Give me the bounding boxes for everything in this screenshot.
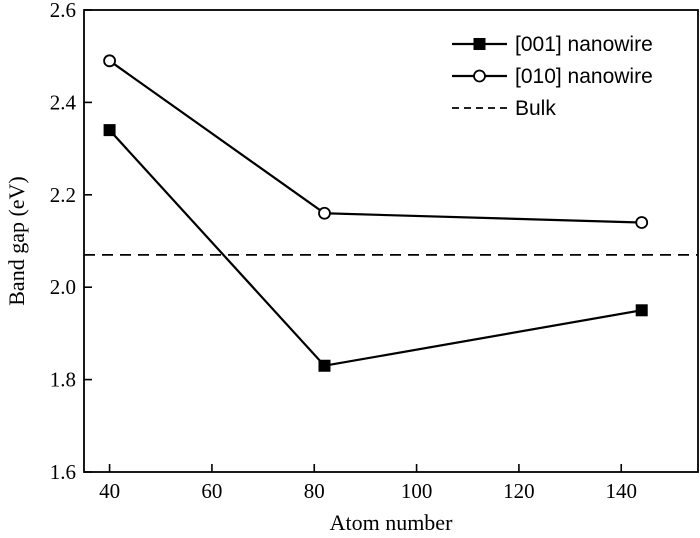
x-tick-label: 40 — [99, 479, 120, 503]
legend-marker-circle — [473, 69, 486, 83]
x-tick-label: 120 — [503, 479, 535, 503]
y-tick-label: 1.8 — [50, 368, 76, 392]
series-line-0 — [108, 129, 642, 367]
data-point-circle — [318, 206, 331, 220]
y-tick-label: 2.6 — [50, 0, 76, 22]
y-tick-label: 2.2 — [50, 183, 76, 207]
data-point-circle — [103, 54, 116, 68]
plot-frame — [83, 9, 699, 473]
x-tick-label: 80 — [304, 479, 325, 503]
x-axis-title: Atom number — [330, 510, 453, 535]
data-point-square — [318, 359, 331, 372]
x-tick-label: 60 — [201, 479, 222, 503]
data-point-square — [635, 304, 648, 317]
y-tick-label: 2.4 — [50, 90, 77, 114]
legend-label: [001] nanowire — [515, 33, 653, 56]
legend-label: Bulk — [515, 97, 556, 120]
data-point-circle — [635, 216, 649, 229]
legend-marker-square — [473, 38, 486, 50]
x-tick-label: 140 — [606, 479, 638, 503]
x-tick-label: 100 — [401, 479, 433, 503]
y-tick-label: 2.0 — [50, 275, 76, 299]
y-tick-label: 1.6 — [50, 460, 76, 484]
legend: [001] nanowire [010] nanowire Bulk — [452, 33, 653, 120]
axis-ticks: 40 60 80 100 120 140 1.6 1.8 2.0 2.2 2.4 2.6 — [50, 0, 637, 503]
data-point-square — [103, 124, 116, 137]
legend-label: [010] nanowire — [515, 65, 653, 88]
y-axis-title: Band gap (eV) — [4, 176, 29, 306]
series-layer — [103, 54, 649, 372]
